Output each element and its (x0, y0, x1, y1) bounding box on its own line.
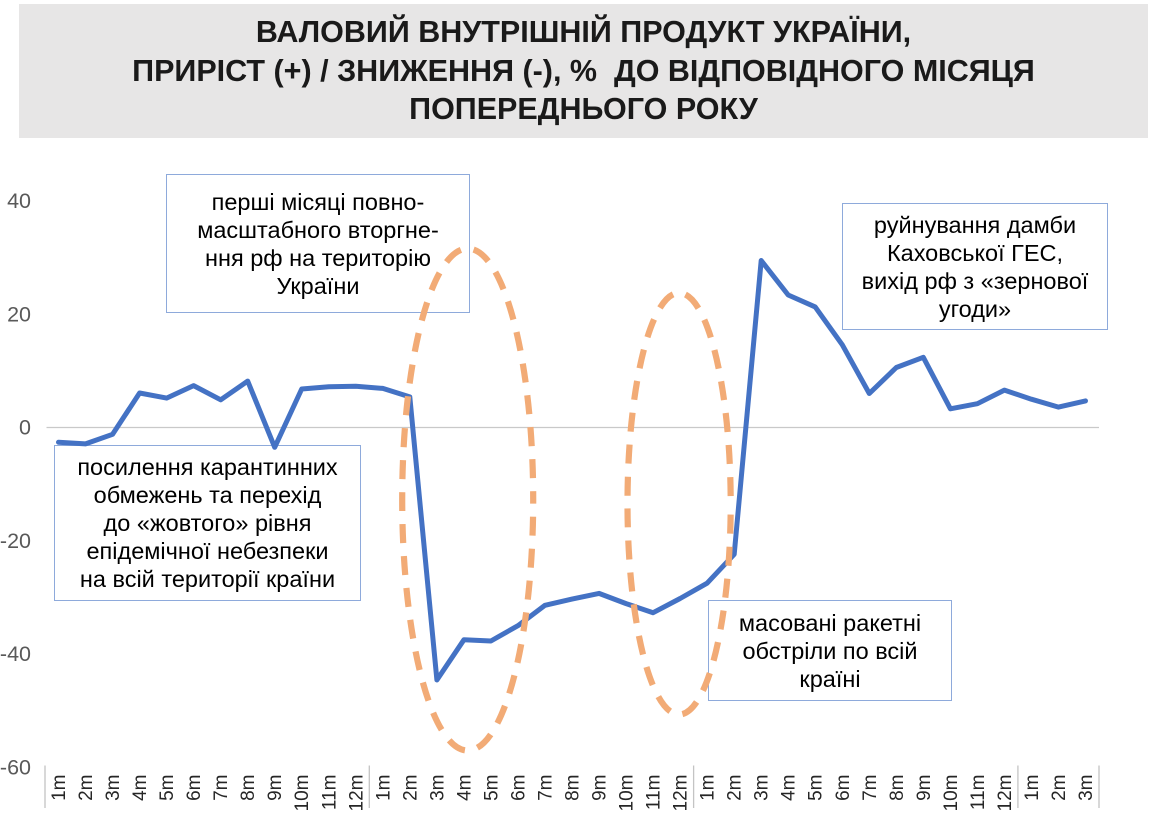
x-tick-label: 3m (427, 775, 448, 801)
x-tick-label: 6m (184, 775, 205, 801)
x-tick-label: 3m (752, 775, 773, 801)
annotation-strikes: масовані ракетні обстріли по всій країні (708, 600, 952, 701)
y-tick-label: 40 (7, 189, 31, 213)
annotation-dam: руйнування дамби Каховської ГЕС, вихід р… (842, 203, 1108, 330)
x-tick-label: 1m (1022, 775, 1043, 801)
x-tick-label: 8m (887, 775, 908, 801)
x-tick-label: 5m (806, 775, 827, 801)
chart-title: ВАЛОВИЙ ВНУТРІШНІЙ ПРОДУКТ УКРАЇНИ, ПРИР… (19, 4, 1148, 138)
y-tick-label: -60 (0, 755, 31, 779)
x-tick-label: 11m (968, 775, 989, 811)
annotation-quarantine: посилення карантинних обмежень та перехі… (54, 445, 361, 601)
x-tick-label: 2m (400, 775, 421, 801)
x-tick-label: 2m (725, 775, 746, 801)
annotation-invasion: перші місяці повно- масштабного вторгне-… (166, 174, 470, 313)
x-tick-label: 2m (1049, 775, 1070, 801)
x-tick-label: 2m (76, 775, 97, 801)
x-tick-label: 12m (995, 775, 1016, 812)
x-tick-label: 7m (536, 775, 557, 801)
x-tick-label: 9m (914, 775, 935, 801)
y-tick-label: 0 (19, 416, 31, 440)
x-tick-label: 5m (481, 775, 502, 801)
x-tick-label: 3m (103, 775, 124, 801)
highlight-ellipse (399, 245, 537, 754)
x-tick-label: 6m (833, 775, 854, 801)
x-tick-label: 4m (454, 775, 475, 801)
x-tick-label: 12m (671, 775, 692, 812)
y-tick-label: -20 (0, 529, 31, 553)
x-tick-label: 11m (319, 775, 340, 811)
x-tick-label: 7m (860, 775, 881, 801)
x-tick-label: 7m (211, 775, 232, 801)
x-tick-label: 3m (1076, 775, 1097, 801)
y-tick-label: 20 (7, 302, 31, 326)
x-tick-label: 5m (157, 775, 178, 801)
x-tick-label: 1m (698, 775, 719, 801)
x-tick-label: 8m (238, 775, 259, 801)
x-tick-label: 9m (590, 775, 611, 801)
x-tick-label: 1m (49, 775, 70, 801)
y-tick-label: -40 (0, 642, 31, 666)
x-tick-label: 11m (644, 775, 665, 811)
x-tick-label: 10m (617, 775, 638, 812)
x-tick-label: 9m (265, 775, 286, 801)
x-tick-label: 6m (508, 775, 529, 801)
x-tick-label: 12m (346, 775, 367, 812)
x-tick-label: 10m (941, 775, 962, 812)
x-tick-label: 4m (779, 775, 800, 801)
x-tick-label: 4m (130, 775, 151, 801)
x-tick-label: 1m (373, 775, 394, 801)
x-tick-label: 10m (292, 775, 313, 812)
x-tick-label: 8m (563, 775, 584, 801)
